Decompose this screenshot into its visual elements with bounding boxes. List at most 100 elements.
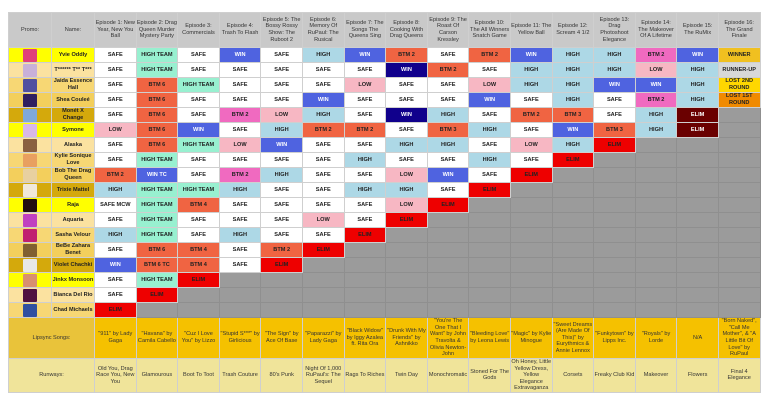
result-cell xyxy=(343,302,387,318)
runway-theme: Makeover xyxy=(634,358,678,393)
episode-header-2: Episode 2: Drag Queen Murder Mystery Par… xyxy=(135,12,179,48)
result-cell: SAFE xyxy=(343,107,387,123)
result-cell: ELIM xyxy=(551,152,595,168)
contestant-name: Alaska xyxy=(51,137,95,153)
result-cell: HIGH xyxy=(260,167,303,183)
result-cell: HIGH TEAM xyxy=(135,62,179,78)
result-cell xyxy=(301,272,345,288)
result-cell xyxy=(385,287,428,303)
result-cell xyxy=(676,197,719,213)
result-cell xyxy=(509,227,553,243)
result-cell: BTM 6 xyxy=(135,92,179,108)
result-cell: SAFE xyxy=(426,92,470,108)
promo-image-icon xyxy=(23,48,37,62)
lipsync-row: Lipsync Songs: "911" by Lady Gaga "Havana"… xyxy=(8,317,761,359)
lipsync-song: "Magic" by Kylie Minogue xyxy=(509,317,553,359)
promo-image-icon xyxy=(23,138,37,152)
result-cell: LOW xyxy=(301,212,345,228)
result-cell xyxy=(218,272,262,288)
result-cell: SAFE xyxy=(177,212,220,228)
result-cell: SAFE xyxy=(177,152,220,168)
result-cell: BTM 2 xyxy=(509,107,553,123)
result-cell: SAFE xyxy=(218,242,262,258)
result-cell: WIN xyxy=(385,107,428,123)
contestant-row: BeBe Zahara Benet SAFE BTM 6 BTM 4 SAFE BTM 2… xyxy=(8,242,761,258)
result-cell xyxy=(634,272,678,288)
result-cell: SAFE xyxy=(301,62,345,78)
contestant-row: Bob The Drag Queen BTM 2 WIN TC SAFE BTM 2 HI… xyxy=(8,167,761,183)
result-cell: BTM 6 TC xyxy=(135,257,179,273)
episode-header-1: Episode 1: New Year, New You Ball xyxy=(94,12,137,48)
result-cell: SAFE xyxy=(94,287,137,303)
episode-header-14: Episode 14: The Makeover Of A Lifetime xyxy=(634,12,678,48)
result-cell xyxy=(468,257,511,273)
result-cell xyxy=(551,257,595,273)
result-cell: SAFE xyxy=(94,107,137,123)
result-cell xyxy=(634,287,678,303)
contestant-row: Aquaria SAFE HIGH TEAM SAFE SAFE SAFE LOW SAFE E… xyxy=(8,212,761,228)
lipsync-song: "You're The One That I Want" by John Tra… xyxy=(426,317,470,359)
promo-cell xyxy=(8,92,52,108)
result-cell: HIGH xyxy=(301,107,345,123)
result-cell xyxy=(426,227,470,243)
promo-image-icon xyxy=(23,78,37,92)
result-cell xyxy=(593,152,636,168)
result-cell: HIGH xyxy=(260,122,303,138)
result-cell: RUNNER-UP xyxy=(717,62,761,78)
result-cell: HIGH xyxy=(343,182,387,198)
contestant-name: Bob The Drag Queen xyxy=(51,167,95,183)
promo-image-icon xyxy=(23,168,37,182)
lipsync-song: "Born Naked", "Call Me Mother", & "A Lit… xyxy=(717,317,761,359)
result-cell xyxy=(717,122,761,138)
result-cell xyxy=(551,182,595,198)
result-cell xyxy=(551,272,595,288)
promo-image-icon xyxy=(23,228,37,242)
result-cell: SAFE xyxy=(301,182,345,198)
result-cell: SAFE xyxy=(385,92,428,108)
result-cell: HIGH xyxy=(301,47,345,63)
promo-cell xyxy=(8,167,52,183)
runway-theme: Stoned For The Gods xyxy=(468,358,511,393)
contestant-row: Violet Chachki WIN BTM 6 TC BTM 4 SAFE ELIM xyxy=(8,257,761,273)
result-cell xyxy=(426,212,470,228)
contestant-row: Symone LOW BTM 6 WIN SAFE HIGH BTM 2 BTM 2 SAFE B… xyxy=(8,122,761,138)
runway-theme: Glamourous xyxy=(135,358,179,393)
episode-header-16: Episode 16: The Grand Finale xyxy=(717,12,761,48)
contestant-name: Yvie Oddly xyxy=(51,47,95,63)
contestant-name: Symone xyxy=(51,122,95,138)
result-cell: SAFE xyxy=(94,47,137,63)
result-cell xyxy=(717,152,761,168)
result-cell: BTM 2 xyxy=(94,167,137,183)
result-cell: WIN TC xyxy=(135,167,179,183)
results-table-container: Promo: Name: Episode 1: New Year, New Yo… xyxy=(8,12,761,393)
lipsync-song: "Royals" by Lorde xyxy=(634,317,678,359)
result-cell: HIGH xyxy=(551,77,595,93)
promo-image-icon xyxy=(23,123,37,137)
result-cell: HIGH xyxy=(551,137,595,153)
result-cell xyxy=(468,242,511,258)
contestant-row: Shea Couleé SAFE BTM 6 SAFE SAFE SAFE WIN SAFE S… xyxy=(8,92,761,108)
result-cell: LOW xyxy=(634,62,678,78)
result-cell: SAFE xyxy=(94,152,137,168)
lipsync-song: "Havana" by Camila Cabello xyxy=(135,317,179,359)
result-cell: SAFE xyxy=(301,77,345,93)
result-cell xyxy=(426,257,470,273)
result-cell xyxy=(426,287,470,303)
result-cell xyxy=(717,197,761,213)
result-cell: HIGH xyxy=(634,122,678,138)
result-cell: SAFE xyxy=(260,227,303,243)
lipsync-song: "911" by Lady Gaga xyxy=(94,317,137,359)
promo-cell xyxy=(8,302,52,318)
result-cell: BTM 3 xyxy=(551,107,595,123)
result-cell: SAFE xyxy=(301,167,345,183)
result-cell xyxy=(468,287,511,303)
result-cell xyxy=(385,257,428,273)
result-cell: HIGH xyxy=(94,182,137,198)
result-cell: SAFE xyxy=(343,62,387,78)
runway-row: Runways: Old You, Drag Race You, New You G… xyxy=(8,358,761,393)
result-cell xyxy=(551,212,595,228)
result-cell xyxy=(634,212,678,228)
result-cell xyxy=(634,257,678,273)
runway-theme: Corsets xyxy=(551,358,595,393)
result-cell xyxy=(385,242,428,258)
